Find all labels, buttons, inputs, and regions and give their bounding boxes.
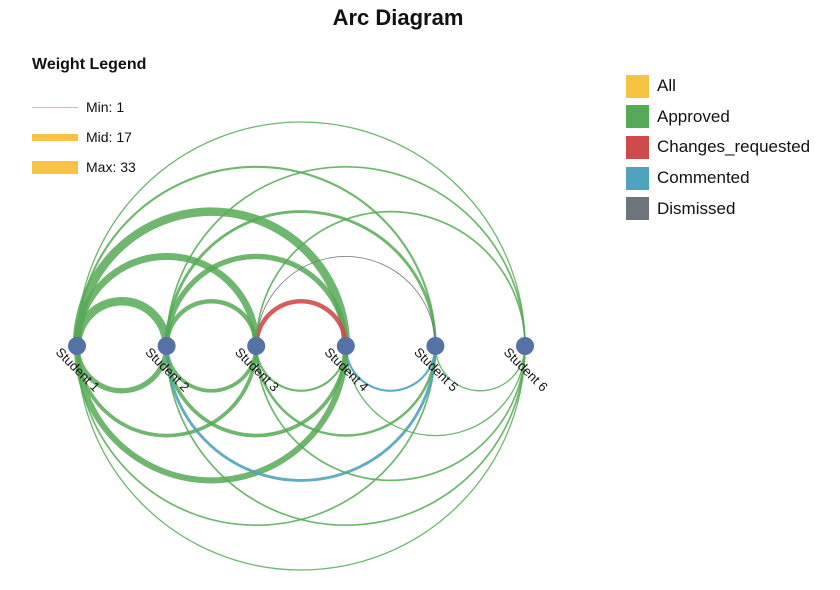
- arc-student-3-student-5-above[interactable]: [255, 255, 436, 347]
- type-legend-label-dismissed: Dismissed: [657, 198, 736, 218]
- arc-student-1-student-2-above[interactable]: [72, 296, 171, 347]
- page-title: Arc Diagram: [332, 5, 464, 30]
- type-legend: All Approved Changes_requested Commented…: [626, 71, 810, 224]
- arc-student-5-student-6-below[interactable]: [434, 345, 526, 392]
- node-student-1[interactable]: [68, 337, 86, 355]
- arc-student-2-student-6-below[interactable]: [165, 345, 526, 526]
- arc-student-1-student-5-below[interactable]: [76, 345, 437, 526]
- arc-student-2-student-5-above[interactable]: [165, 210, 437, 347]
- arc-student-2-student-6-above[interactable]: [165, 166, 526, 347]
- arc-student-1-student-6-above[interactable]: [76, 121, 526, 347]
- node-student-5[interactable]: [426, 337, 445, 355]
- type-legend-label-changes-requested: Changes_requested: [657, 137, 811, 157]
- type-legend-item-approved[interactable]: Approved: [626, 102, 810, 133]
- type-legend-swatch-all: [626, 74, 649, 98]
- arc-student-2-student-3-below[interactable]: [164, 345, 259, 393]
- node-student-3[interactable]: [247, 337, 266, 355]
- weight-legend-bar-min: [32, 106, 78, 108]
- type-legend-swatch-changes-requested: [626, 135, 649, 159]
- type-legend-label-approved: Approved: [657, 106, 730, 126]
- arc-student-2-student-5-below[interactable]: [165, 345, 437, 482]
- weight-legend-item-min: Min: 1: [32, 92, 232, 122]
- weight-legend-item-max: Max: 33: [32, 152, 232, 182]
- arc-student-2-student-4-above[interactable]: [163, 253, 349, 347]
- arc-student-3-student-6-below[interactable]: [255, 345, 526, 482]
- type-legend-item-dismissed[interactable]: Dismissed: [626, 193, 810, 224]
- arc-student-2-student-4-below[interactable]: [164, 345, 348, 438]
- type-legend-label-all: All: [657, 76, 676, 96]
- arc-student-1-student-3-below[interactable]: [75, 345, 259, 438]
- type-legend-item-changes-requested[interactable]: Changes_requested: [626, 132, 810, 163]
- arc-student-1-student-5-above[interactable]: [75, 165, 437, 347]
- type-legend-item-commented[interactable]: Commented: [626, 163, 810, 194]
- arc-student-4-student-5-below[interactable]: [344, 345, 437, 392]
- arc-student-3-student-4-below[interactable]: [255, 345, 347, 392]
- arc-student-3-student-6-above[interactable]: [255, 210, 526, 347]
- arcs-layer: [72, 121, 526, 571]
- node-student-4[interactable]: [336, 337, 355, 355]
- weight-legend-item-mid: Mid: 17: [32, 122, 232, 152]
- arc-student-1-student-6-below[interactable]: [76, 345, 526, 571]
- nodes-layer: Student 1 Student 2 Student 3 Student 4 Stud…: [53, 337, 551, 394]
- weight-legend-label-mid: Mid: 17: [86, 129, 132, 145]
- weight-legend-label-min: Min: 1: [86, 99, 125, 115]
- arc-student-4-student-6-below[interactable]: [345, 345, 526, 437]
- arc-student-3-student-5-below[interactable]: [254, 345, 437, 437]
- arc-student-2-student-3-above[interactable]: [164, 298, 259, 347]
- weight-legend-title: Weight Legend: [32, 56, 147, 73]
- weight-legend-bar-mid: [32, 133, 78, 141]
- weight-legend-label-max: Max: 33: [86, 159, 136, 175]
- arc-student-3-student-4-above[interactable]: [253, 298, 349, 347]
- type-legend-swatch-approved: [626, 105, 649, 129]
- type-legend-swatch-commented: [626, 166, 649, 190]
- type-legend-swatch-dismissed: [626, 197, 649, 221]
- weight-legend: Weight Legend Min: 1 Mid: 17 Max: 33: [32, 56, 232, 182]
- weight-legend-bar-max: [32, 160, 78, 174]
- arc-student-1-student-4-above[interactable]: [72, 207, 351, 347]
- type-legend-item-all[interactable]: All: [626, 71, 810, 102]
- arc-student-1-student-4-below[interactable]: [73, 345, 349, 484]
- type-legend-label-commented: Commented: [657, 168, 750, 188]
- node-student-2[interactable]: [157, 337, 176, 355]
- node-student-6[interactable]: [516, 337, 534, 355]
